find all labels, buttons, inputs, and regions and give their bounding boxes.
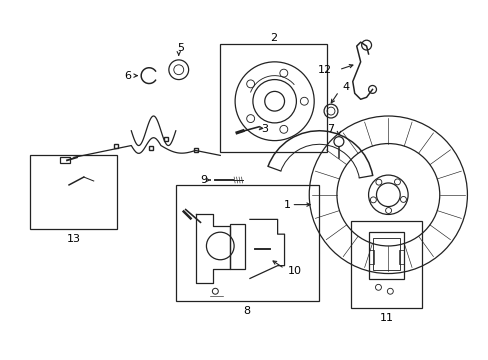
Bar (368, 250, 373, 264)
Text: 5: 5 (177, 43, 184, 53)
Bar (60, 157, 70, 163)
Text: 11: 11 (379, 313, 392, 323)
Text: 8: 8 (243, 306, 250, 316)
Bar (230, 224, 244, 269)
Text: 9: 9 (200, 175, 206, 185)
Text: 13: 13 (67, 234, 81, 244)
Bar (175, 185, 319, 301)
Text: 12: 12 (317, 65, 331, 75)
Text: 2: 2 (269, 33, 277, 43)
Text: 4: 4 (342, 82, 349, 93)
Text: 6: 6 (123, 71, 131, 81)
Text: 10: 10 (287, 266, 301, 276)
Bar (368, 232, 404, 279)
Text: 7: 7 (327, 124, 334, 134)
Bar (30, 156, 117, 229)
Text: 3: 3 (260, 124, 267, 134)
Bar (220, 44, 326, 152)
Text: 1: 1 (284, 199, 290, 210)
Bar (350, 221, 421, 308)
Bar (398, 250, 404, 264)
Bar (372, 238, 399, 270)
